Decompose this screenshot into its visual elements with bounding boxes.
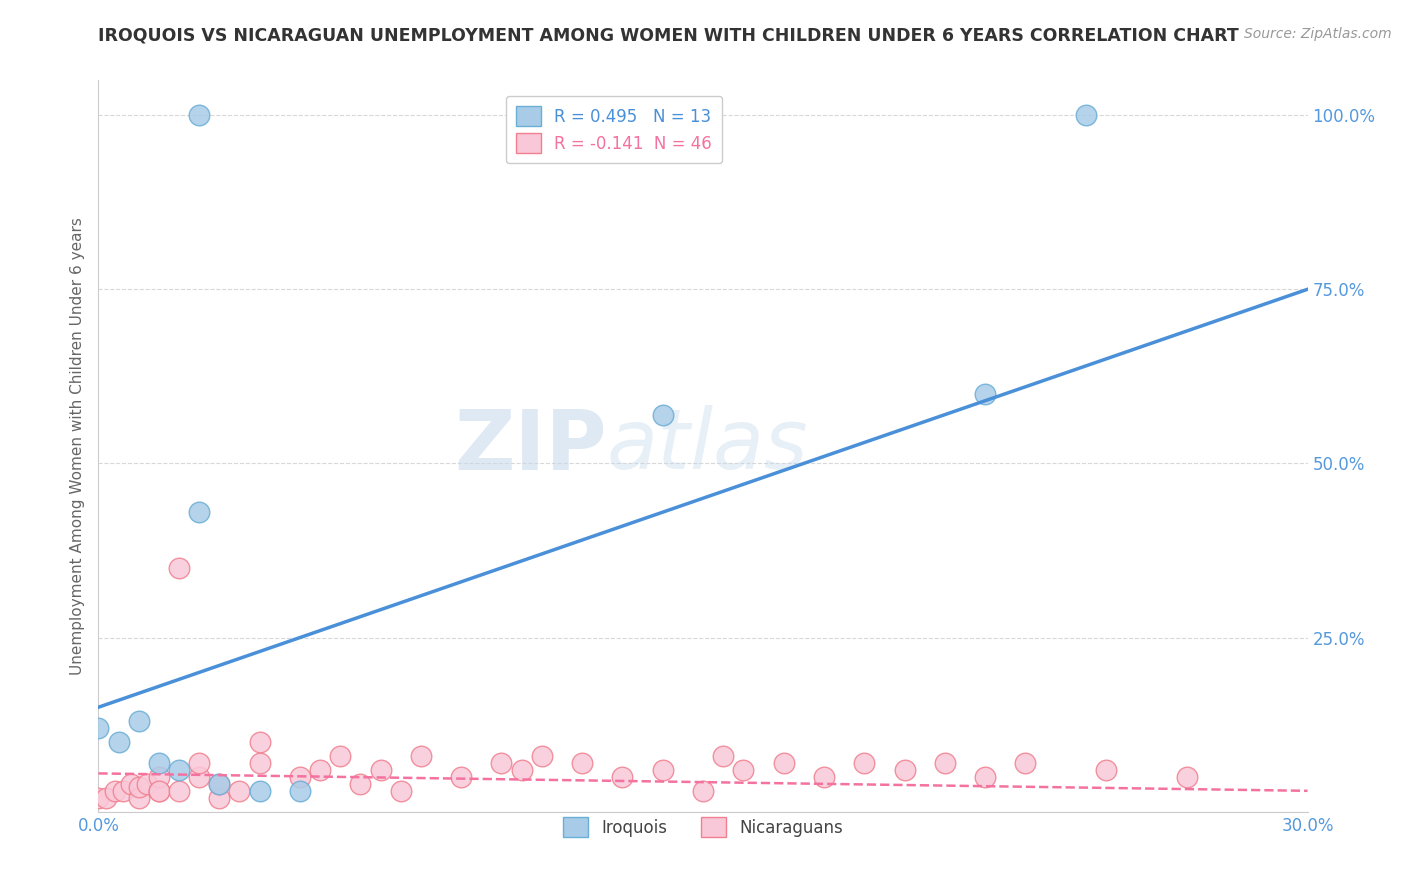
Point	[188, 756, 211, 770]
Point	[389, 784, 412, 798]
Point	[612, 770, 634, 784]
Text: ZIP: ZIP	[454, 406, 606, 486]
Text: IROQUOIS VS NICARAGUAN UNEMPLOYMENT AMONG WOMEN WITH CHILDREN UNDER 6 YEARS CORR: IROQUOIS VS NICARAGUAN UNEMPLOYMENT AMON…	[98, 27, 1239, 45]
Point	[510, 763, 533, 777]
Point	[249, 784, 271, 798]
Point	[288, 770, 311, 784]
Point	[934, 756, 956, 770]
Point	[329, 749, 352, 764]
Point	[409, 749, 432, 764]
Point	[651, 763, 673, 777]
Text: Source: ZipAtlas.com: Source: ZipAtlas.com	[1244, 27, 1392, 41]
Point	[571, 756, 593, 770]
Point	[309, 763, 332, 777]
Point	[692, 784, 714, 798]
Point	[87, 790, 110, 805]
Point	[491, 756, 513, 770]
Y-axis label: Unemployment Among Women with Children Under 6 years: Unemployment Among Women with Children U…	[69, 217, 84, 675]
Point	[349, 777, 371, 791]
Point	[208, 790, 231, 805]
Point	[167, 784, 190, 798]
Point	[974, 386, 997, 401]
Point	[711, 749, 734, 764]
Text: atlas: atlas	[606, 406, 808, 486]
Point	[813, 770, 835, 784]
Point	[651, 408, 673, 422]
Point	[107, 735, 129, 749]
Point	[120, 777, 142, 791]
Point	[228, 784, 250, 798]
Point	[167, 561, 190, 575]
Point	[135, 777, 157, 791]
Point	[249, 735, 271, 749]
Point	[167, 763, 190, 777]
Point	[1175, 770, 1198, 784]
Point	[1014, 756, 1036, 770]
Point	[370, 763, 392, 777]
Point	[893, 763, 915, 777]
Point	[148, 770, 170, 784]
Point	[1074, 108, 1097, 122]
Point	[188, 108, 211, 122]
Point	[772, 756, 794, 770]
Point	[96, 790, 118, 805]
Point	[208, 777, 231, 791]
Point	[450, 770, 472, 784]
Point	[148, 784, 170, 798]
Point	[87, 721, 110, 735]
Point	[249, 756, 271, 770]
Point	[148, 784, 170, 798]
Point	[853, 756, 876, 770]
Point	[103, 784, 125, 798]
Point	[128, 790, 150, 805]
Legend: Iroquois, Nicaraguans: Iroquois, Nicaraguans	[553, 807, 853, 847]
Point	[288, 784, 311, 798]
Point	[188, 770, 211, 784]
Point	[188, 505, 211, 519]
Point	[128, 714, 150, 728]
Point	[148, 756, 170, 770]
Point	[530, 749, 553, 764]
Point	[733, 763, 755, 777]
Point	[208, 777, 231, 791]
Point	[1095, 763, 1118, 777]
Point	[128, 780, 150, 795]
Point	[974, 770, 997, 784]
Point	[111, 784, 134, 798]
